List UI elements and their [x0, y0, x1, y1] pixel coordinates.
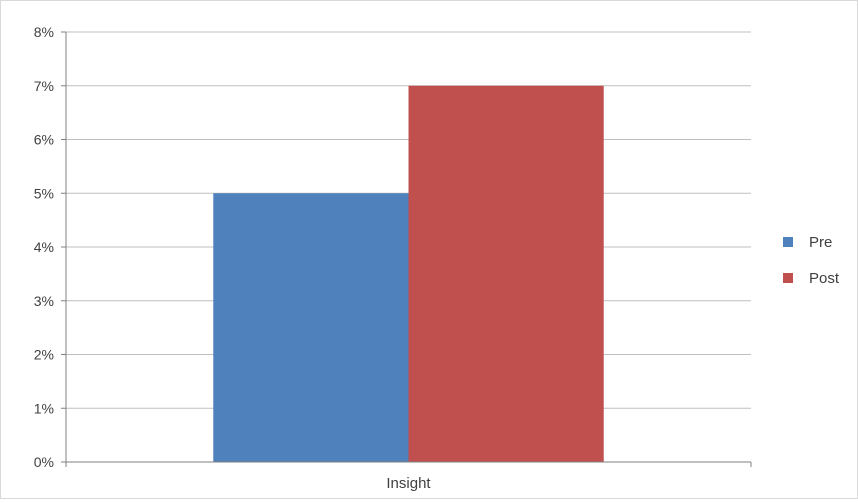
legend-swatch-post — [783, 273, 793, 283]
bars — [213, 85, 604, 462]
bar-post — [408, 85, 604, 462]
axes: 0% 1% 2% 3% 4% 5% 6% 7% 8% Insight — [34, 24, 752, 492]
y-tick-label: 8% — [34, 24, 54, 40]
y-tick-label: 1% — [34, 400, 54, 416]
y-tick-label: 3% — [34, 293, 54, 309]
legend-label-post: Post — [809, 270, 840, 287]
y-tick-label: 0% — [34, 454, 54, 470]
legend-label-pre: Pre — [809, 234, 832, 251]
x-tick-label: Insight — [386, 475, 431, 492]
y-tick-label: 7% — [34, 78, 54, 94]
y-tick-label: 6% — [34, 132, 54, 148]
y-tick-label: 5% — [34, 185, 54, 201]
y-tick-label: 4% — [34, 239, 54, 255]
bar-pre — [213, 193, 409, 462]
legend-swatch-pre — [783, 237, 793, 247]
legend: Pre Post — [783, 234, 840, 287]
y-tick-label: 2% — [34, 347, 54, 363]
